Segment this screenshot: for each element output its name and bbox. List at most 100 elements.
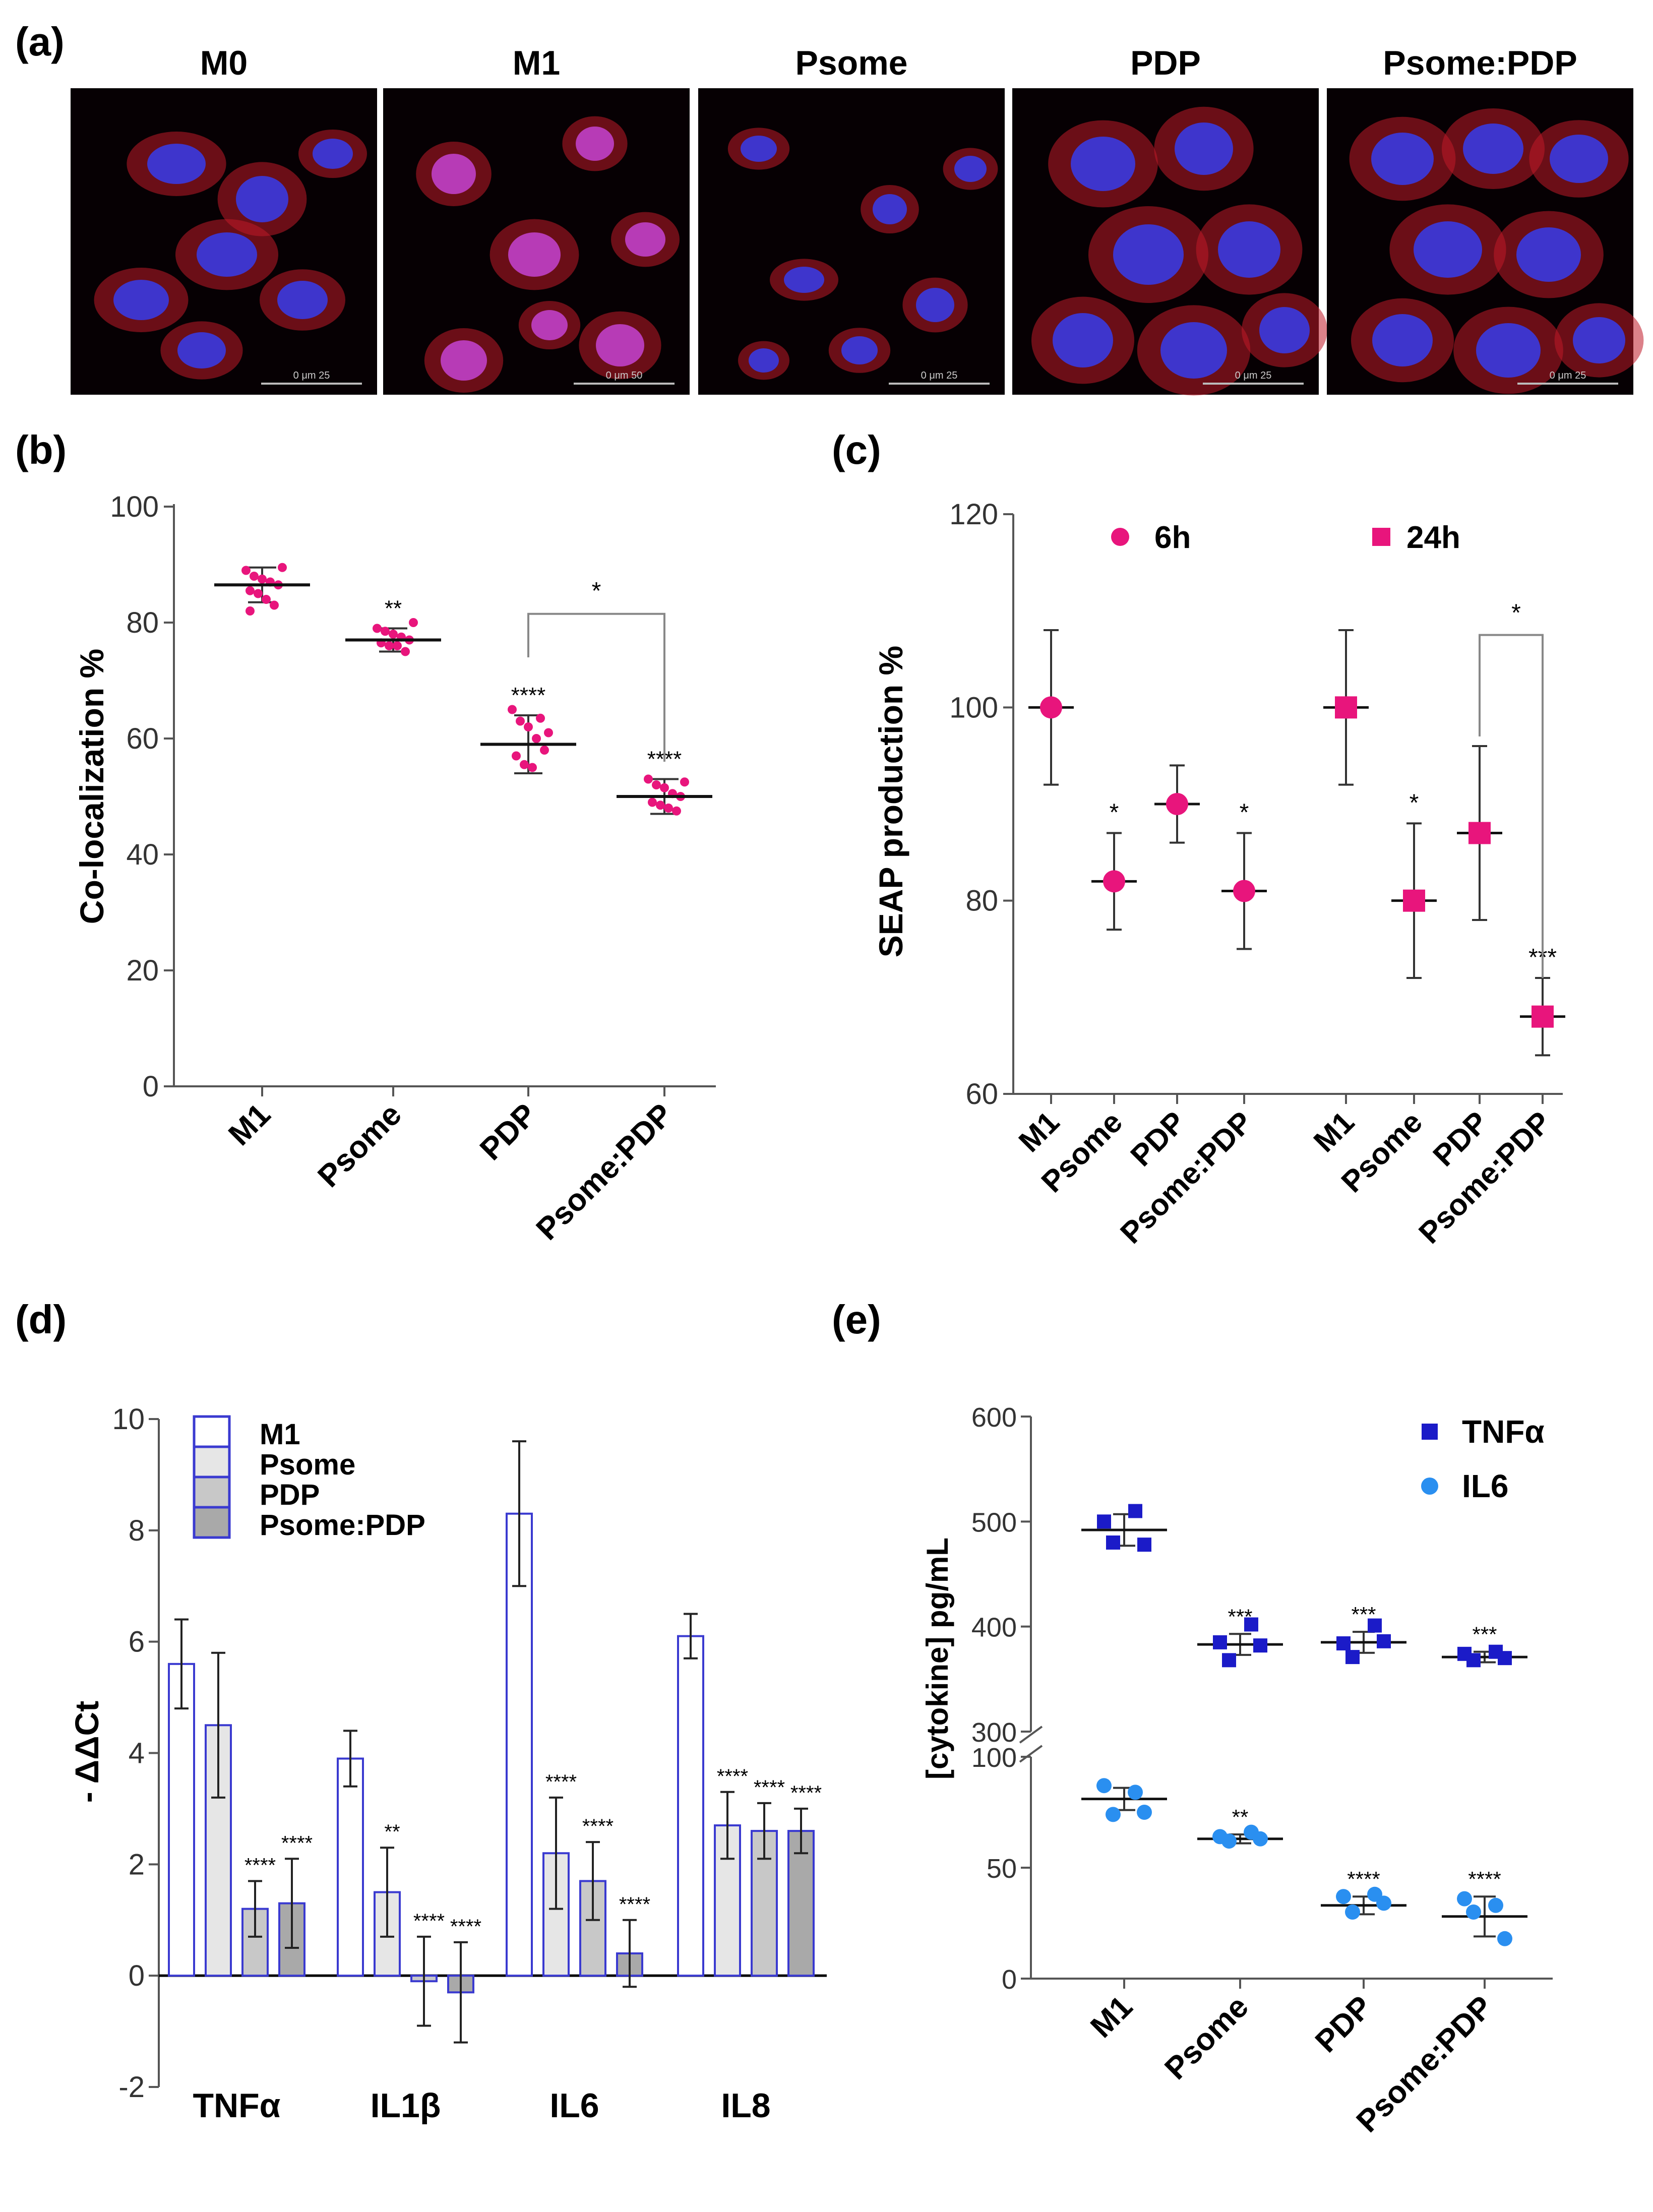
c-significance: *: [1410, 789, 1419, 816]
e-point-tnfa: [1498, 1651, 1512, 1666]
panel-e-legend: TNFα IL6: [1421, 1414, 1545, 1504]
e-axis-break: [1019, 1726, 1043, 1744]
cell-nucleus: [916, 288, 954, 322]
b-data-point: [373, 624, 382, 633]
micrograph-title-m1: M1: [513, 44, 560, 82]
legend-pdp-label: PDP: [260, 1479, 320, 1511]
cell-nucleus: [596, 324, 644, 366]
c-y-tick-label: 80: [965, 885, 998, 917]
legend-il6-label: IL6: [1462, 1468, 1508, 1504]
b-data-point: [652, 780, 661, 789]
d-bar-psome-pdp-il8: [787, 1830, 815, 1977]
e-point-tnfa: [1244, 1617, 1258, 1632]
micrograph-title-pdp: PDP: [1130, 44, 1201, 82]
b-data-point: [524, 722, 533, 731]
c-y-tick-label: 60: [965, 1078, 998, 1111]
cell-nucleus: [1550, 135, 1608, 183]
legend-24h-marker: [1372, 528, 1390, 546]
e-point-il6: [1457, 1891, 1472, 1907]
e-axis-break: [1019, 1745, 1043, 1763]
e-point-il6: [1137, 1805, 1152, 1820]
cell-nucleus: [441, 340, 487, 381]
d-y-tick-label: 6: [129, 1626, 145, 1658]
b-data-point: [241, 566, 251, 575]
b-data-point: [660, 783, 669, 792]
cell-nucleus: [1218, 221, 1280, 278]
e-point-tnfa: [1128, 1504, 1142, 1518]
c-bracket-label: *: [1511, 600, 1521, 627]
e-significance: ****: [1468, 1867, 1501, 1891]
d-x-tick-label-il8: IL8: [721, 2086, 770, 2125]
scale-bar-label: 0 μm 25: [921, 370, 958, 381]
d-significance: ****: [413, 1910, 445, 1932]
scale-bar-label: 0 μm 25: [293, 370, 330, 381]
c-significance: *: [1110, 800, 1119, 826]
e-significance: ***: [1472, 1623, 1497, 1646]
panel-e-y-axis-label: [cytokine] pg/mL: [921, 1538, 954, 1779]
cell-nucleus: [1463, 124, 1523, 174]
e-point-tnfa: [1097, 1514, 1111, 1529]
b-data-point: [381, 627, 390, 636]
b-data-point: [401, 647, 410, 656]
legend-m1-swatch: [193, 1415, 231, 1448]
cell-nucleus: [1259, 307, 1310, 353]
b-data-point: [516, 716, 525, 726]
e-point-tnfa: [1222, 1653, 1236, 1668]
scale-bar-label: 0 μm 50: [606, 370, 643, 381]
cell-nucleus: [749, 348, 779, 373]
e-y-tick-label: 500: [971, 1507, 1017, 1538]
cell-nucleus: [954, 156, 987, 182]
b-significance: **: [385, 596, 402, 621]
d-significance: ****: [450, 1916, 481, 1938]
c-significance: *: [1240, 800, 1249, 826]
e-point-il6: [1466, 1904, 1481, 1920]
c-point-6h: [1103, 870, 1125, 893]
e-point-tnfa: [1137, 1538, 1151, 1552]
e-point-tnfa: [1368, 1618, 1382, 1633]
cell-nucleus: [313, 139, 353, 169]
c-x-tick-label-m1: M1: [1012, 1105, 1066, 1158]
panel-d-legend: M1 Psome PDP Psome:PDP: [193, 1415, 425, 1542]
cell-nucleus: [197, 232, 257, 277]
c-x-tick-label-m1: M1: [1307, 1105, 1361, 1158]
micrograph-title-m0: M0: [200, 44, 248, 82]
d-significance: ****: [244, 1854, 276, 1876]
d-x-tick-label-tnf: TNFα: [193, 2086, 281, 2125]
b-data-point: [409, 618, 418, 627]
legend-tnfa-label: TNFα: [1462, 1414, 1545, 1450]
c-point-24h: [1403, 889, 1425, 912]
b-y-tick-label: 40: [126, 838, 159, 871]
cell-nucleus: [841, 336, 878, 364]
b-bracket-label: *: [592, 578, 601, 604]
cell-nucleus: [1414, 221, 1482, 278]
cell-nucleus: [784, 267, 824, 293]
c-bracket: [1479, 634, 1544, 978]
b-data-point: [270, 600, 279, 610]
e-y-tick-label: 300: [971, 1717, 1017, 1748]
e-point-il6: [1096, 1778, 1112, 1794]
c-point-6h: [1233, 880, 1255, 902]
b-y-tick-label: 80: [126, 606, 159, 639]
e-point-il6: [1376, 1895, 1391, 1911]
e-significance: ***: [1228, 1605, 1252, 1628]
panel-c-seap-chart: (c) SEAP production % 6h 24h 60 80 100 120 M…: [832, 427, 1565, 1250]
d-significance: ****: [754, 1776, 785, 1799]
cell-nucleus: [1516, 227, 1581, 282]
e-x-tick-label-m1: M1: [1084, 1989, 1139, 2045]
micrograph-psome-pdp: 0 μm 25 Psome:PDP: [1327, 44, 1644, 395]
b-data-point: [648, 797, 657, 807]
e-y-tick-label: 50: [987, 1854, 1017, 1884]
d-significance: ****: [582, 1815, 614, 1837]
e-significance: ****: [1347, 1867, 1380, 1891]
cell-nucleus: [1071, 137, 1135, 191]
legend-m1-label: M1: [260, 1418, 300, 1451]
b-y-tick-label: 60: [126, 722, 159, 755]
d-significance: ****: [281, 1832, 313, 1854]
b-data-point: [246, 586, 255, 595]
scale-bar-label: 0 μm 25: [1550, 370, 1586, 381]
b-bracket: [527, 612, 665, 762]
d-bar-m1-il6: [506, 1512, 533, 1977]
e-point-tnfa: [1213, 1635, 1227, 1649]
b-data-point: [536, 713, 545, 723]
